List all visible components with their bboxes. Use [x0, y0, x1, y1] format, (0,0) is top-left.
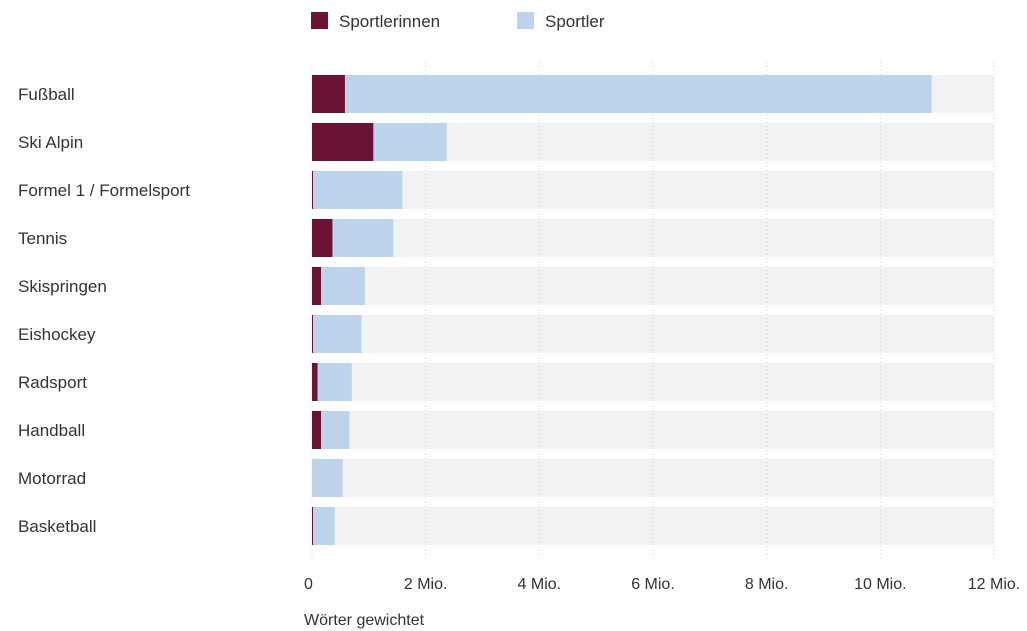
x-tick-label: 8 Mio.	[745, 576, 789, 593]
bar-sportler	[313, 171, 403, 209]
bar-sportlerinnen	[312, 267, 322, 305]
bar-sportlerinnen	[312, 75, 345, 113]
x-tick-label: 0	[304, 576, 313, 593]
legend-label-sportler: Sportler	[545, 12, 605, 31]
x-tick-label: 2 Mio.	[404, 576, 448, 593]
legend: Sportlerinnen Sportler	[311, 12, 605, 31]
bar-sportler	[312, 459, 343, 497]
gridlines	[311, 62, 995, 560]
category-label: Radsport	[18, 373, 87, 392]
bar-sportler	[321, 411, 350, 449]
bar-sportlerinnen	[312, 219, 333, 257]
x-axis-title: Wörter gewichtet	[304, 612, 425, 629]
bar-sportlerinnen	[312, 363, 318, 401]
bar-sportlerinnen	[312, 411, 322, 449]
bar-sportler	[373, 123, 447, 161]
legend-label-sportlerinnen: Sportlerinnen	[339, 12, 440, 31]
bar-sportlerinnen	[312, 171, 314, 209]
category-label: Eishockey	[18, 325, 96, 344]
bar-sportler	[317, 363, 352, 401]
category-label: Motorrad	[18, 469, 86, 488]
x-tick-label: 12 Mio.	[968, 576, 1020, 593]
bar-sportlerinnen	[312, 315, 314, 353]
x-axis-ticks: 0 2 Mio. 4 Mio. 6 Mio. 8 Mio. 10 Mio. 12 Mio.	[304, 576, 1020, 593]
category-label: Formel 1 / Formelsport	[18, 181, 190, 200]
bar-sportler	[313, 315, 362, 353]
bar-sportler	[313, 507, 335, 545]
bar-sportler	[321, 267, 365, 305]
category-label: Skispringen	[18, 277, 107, 296]
x-tick-label: 10 Mio.	[854, 576, 906, 593]
category-label: Basketball	[18, 517, 96, 536]
x-tick-label: 6 Mio.	[631, 576, 675, 593]
legend-swatch-sportlerinnen	[311, 12, 328, 29]
x-tick-label: 4 Mio.	[518, 576, 562, 593]
bar-sportler	[332, 219, 394, 257]
category-label: Handball	[18, 421, 85, 440]
data-bars	[312, 75, 932, 545]
bar-sportlerinnen	[312, 123, 374, 161]
legend-swatch-sportler	[517, 12, 534, 29]
category-label: Tennis	[18, 229, 67, 248]
bar-sportlerinnen	[312, 507, 314, 545]
category-labels: Fußball Ski Alpin Formel 1 / Formelsport Te…	[18, 85, 190, 536]
category-label: Fußball	[18, 85, 75, 104]
bar-sportler	[344, 75, 932, 113]
category-label: Ski Alpin	[18, 133, 83, 152]
